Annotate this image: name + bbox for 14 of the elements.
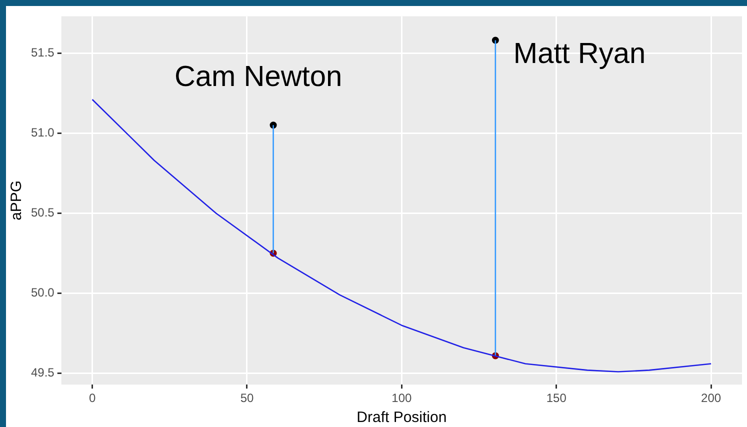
y-tick-label: 49.5: [30, 366, 55, 380]
y-tick-label: 50.5: [30, 206, 55, 220]
x-tick-label: 150: [546, 391, 567, 406]
annotation: Cam Newton: [174, 61, 342, 94]
y-tick-label: 51.0: [30, 125, 55, 140]
y-axis-title: aPPG: [8, 180, 26, 220]
annotation: Matt Ryan: [513, 38, 646, 70]
y-tick-label: 50.0: [30, 286, 55, 300]
y-tick-label: 51.5: [30, 45, 55, 60]
x-tick-label: 50: [240, 391, 254, 406]
x-tick-label: 200: [701, 391, 722, 406]
x-tick-label: 100: [392, 391, 412, 406]
x-tick-label: 0: [88, 391, 96, 406]
x-axis-title: Draft Position: [356, 409, 447, 426]
